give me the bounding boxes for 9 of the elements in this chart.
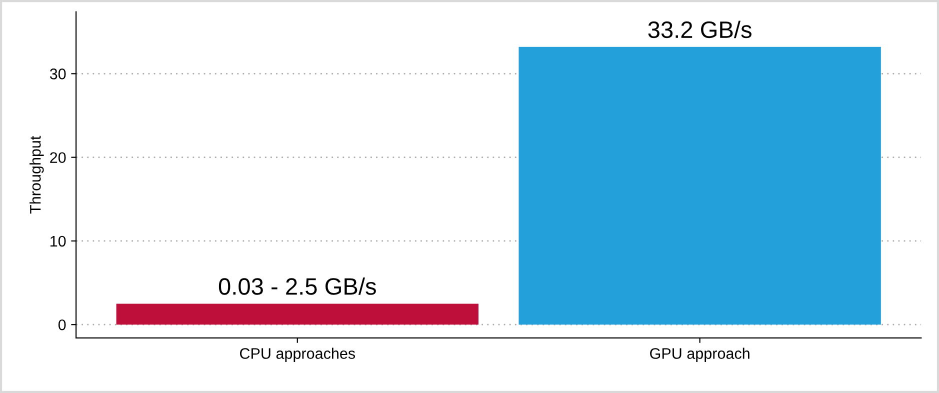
y-tick-label: 10 xyxy=(50,236,66,247)
y-axis-title: Throughput xyxy=(30,136,44,214)
y-tick-label: 20 xyxy=(50,152,66,164)
y-tick-label: 30 xyxy=(50,68,66,80)
annotation: 0.03 - 2.5 GB/s xyxy=(218,278,376,295)
data-label: 33.2 GB/s xyxy=(648,20,752,38)
x-tick-label: CPU approaches xyxy=(240,348,356,362)
x-tick-label: GPU approach xyxy=(650,348,750,362)
y-tick-label: 0 xyxy=(58,319,66,330)
